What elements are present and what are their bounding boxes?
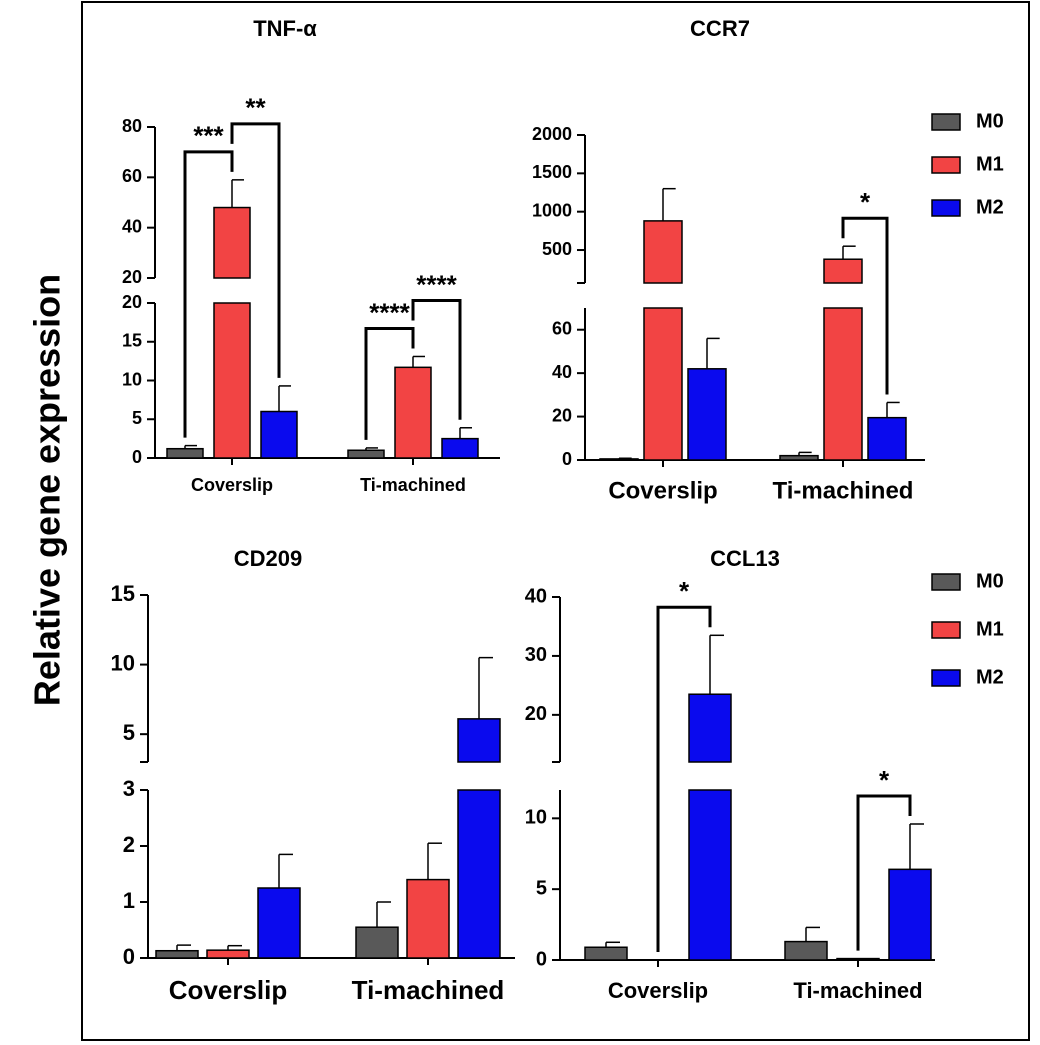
significance-label: ***: [193, 121, 224, 151]
y-tick-label: 0: [536, 948, 547, 970]
significance-label: *: [879, 765, 890, 795]
legend-swatch: [931, 669, 961, 687]
significance-label: *: [860, 187, 871, 217]
y-tick-label: 60: [552, 318, 572, 338]
significance-bracket: [856, 794, 912, 951]
significance-bracket: [364, 326, 415, 440]
y-tick-label: 10: [111, 650, 135, 675]
significance-label: ****: [416, 269, 457, 299]
y-tick-label: 0: [132, 447, 142, 467]
bar: [206, 949, 250, 959]
chart-title: CD209: [234, 546, 302, 571]
chart-title: CCL13: [710, 546, 780, 571]
legend-swatch: [931, 573, 961, 591]
bar: [155, 949, 199, 959]
bar: [355, 926, 399, 959]
legend-swatch: [931, 199, 961, 217]
legend-label: M1: [976, 153, 1004, 175]
bar: [347, 449, 385, 459]
bar: [823, 307, 863, 461]
frame: [81, 1, 1030, 1041]
significance-bracket: [230, 122, 281, 378]
significance-label: ****: [369, 297, 410, 327]
y-tick-label: 5: [132, 408, 142, 428]
legend-label: M1: [976, 618, 1004, 640]
y-tick-label: 20: [552, 405, 572, 425]
x-tick-label: Coverslip: [608, 978, 708, 1003]
x-tick-label: Coverslip: [608, 477, 717, 504]
x-tick-label: Ti-machined: [793, 978, 922, 1003]
y-tick-label: 3: [123, 776, 135, 801]
y-tick-label: 5: [123, 720, 135, 745]
legend-swatch: [931, 113, 961, 131]
bar: [867, 416, 907, 461]
bar: [599, 458, 639, 461]
bar: [584, 946, 628, 961]
bar: [779, 454, 819, 461]
bar: [823, 258, 863, 284]
y-tick-label: 10: [122, 369, 142, 389]
y-tick-label: 40: [525, 585, 547, 607]
x-tick-label: Coverslip: [169, 975, 288, 1005]
y-tick-label: 30: [525, 644, 547, 666]
chart-title: TNF-α: [253, 16, 317, 41]
y-tick-label: 40: [122, 216, 142, 236]
legend-swatch: [931, 156, 961, 174]
y-tick-label: 80: [122, 116, 142, 136]
bar: [688, 789, 732, 961]
bar: [457, 789, 501, 959]
significance-bracket: [841, 216, 889, 395]
legend-label: M2: [976, 666, 1004, 688]
y-tick-label: 20: [122, 267, 142, 287]
legend-label: M0: [976, 570, 1004, 592]
legend-label: M0: [976, 110, 1004, 132]
x-tick-label: Ti-machined: [352, 975, 505, 1005]
bar: [643, 307, 683, 461]
y-tick-label: 2000: [532, 124, 572, 144]
bar: [213, 206, 251, 279]
y-tick-label: 1: [123, 888, 135, 913]
bar: [406, 878, 450, 959]
bar: [643, 220, 683, 284]
significance-bracket: [411, 298, 462, 420]
y-tick-label: 500: [542, 239, 572, 259]
y-tick-label: 20: [122, 292, 142, 312]
bar: [457, 718, 501, 763]
y-tick-label: 1000: [532, 200, 572, 220]
y-tick-label: 1500: [532, 162, 572, 182]
y-tick-label: 10: [525, 807, 547, 829]
significance-label: *: [679, 576, 690, 606]
y-axis-label: Relative gene expression: [27, 274, 68, 706]
legend-label: M2: [976, 196, 1004, 218]
bar: [260, 410, 298, 459]
x-tick-label: Ti-machined: [773, 477, 914, 504]
x-tick-label: Coverslip: [191, 475, 273, 495]
y-tick-label: 40: [552, 362, 572, 382]
bar: [441, 437, 479, 459]
y-tick-label: 20: [525, 703, 547, 725]
y-tick-label: 60: [122, 166, 142, 186]
significance-bracket: [183, 150, 234, 438]
bar: [257, 887, 301, 959]
bar: [784, 940, 828, 961]
bar: [166, 447, 204, 459]
y-tick-label: 15: [122, 331, 142, 351]
legend-swatch: [931, 621, 961, 639]
bar: [394, 366, 432, 459]
y-tick-label: 2: [123, 832, 135, 857]
x-tick-label: Ti-machined: [360, 475, 466, 495]
bar: [687, 368, 727, 461]
significance-bracket: [656, 605, 712, 952]
chart-title: CCR7: [690, 16, 750, 41]
y-tick-label: 0: [123, 944, 135, 969]
bar: [888, 868, 932, 961]
bar: [213, 302, 251, 459]
bar: [836, 957, 880, 961]
significance-label: **: [245, 93, 266, 123]
y-tick-label: 5: [536, 877, 547, 899]
bar: [688, 693, 732, 763]
y-tick-label: 15: [111, 581, 135, 606]
y-tick-label: 0: [562, 449, 572, 469]
